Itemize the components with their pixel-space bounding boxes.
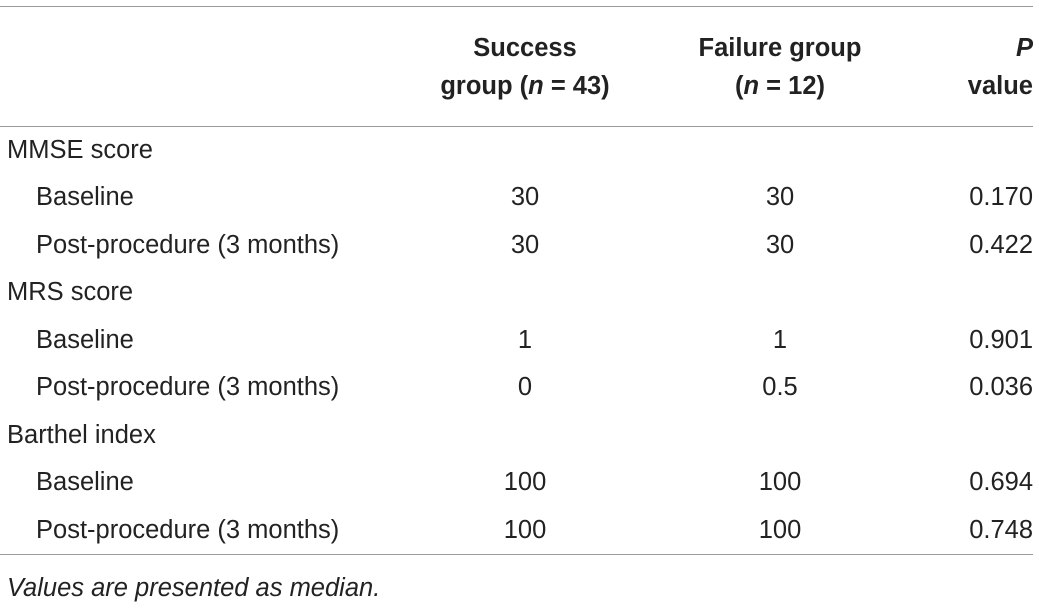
section-row: Barthel index — [0, 412, 1033, 460]
header-empty-cell — [0, 6, 395, 127]
table-row: Post-procedure (3 months) 100 100 0.748 — [0, 506, 1033, 555]
failure-value: 1 — [772, 325, 788, 354]
failure-value: 30 — [765, 183, 795, 212]
p-value: 0.748 — [905, 506, 1033, 555]
p-value: 0.036 — [969, 373, 1033, 402]
section-label-mmse: MMSE score — [7, 136, 153, 164]
success-value: 30 — [510, 230, 540, 259]
section-label-barthel: Barthel index — [7, 420, 156, 449]
header-success-line2: group (n = 43) — [395, 67, 655, 105]
header-success-n: n — [528, 71, 544, 100]
success-value: 0 — [517, 373, 533, 402]
header-p-value: P value — [905, 6, 1033, 127]
table-row: Baseline 1 1 0.901 — [0, 317, 1033, 365]
failure-value: 100 — [758, 468, 802, 497]
row-label: Post-procedure (3 months) — [36, 230, 340, 259]
row-label: Post-procedure (3 months) — [0, 506, 395, 555]
table-row: Baseline 100 100 0.694 — [0, 459, 1033, 507]
p-value: 0.422 — [969, 230, 1033, 259]
failure-value: 30 — [765, 230, 795, 259]
table-row: Post-procedure (3 months) 30 30 0.422 — [0, 222, 1033, 270]
table-footnote: Values are presented as median. — [7, 574, 381, 602]
header-failure-n: n — [743, 71, 760, 100]
success-value: 30 — [510, 183, 540, 212]
failure-value: 0.5 — [762, 373, 798, 402]
header-failure-line1: Failure group — [698, 33, 862, 62]
header-failure-pre: ( — [735, 71, 744, 100]
header-success-line1: Success — [473, 33, 577, 62]
success-value: 1 — [517, 325, 533, 354]
table-row: Baseline 30 30 0.170 — [0, 174, 1033, 222]
row-label: Baseline — [36, 325, 134, 354]
p-value: 0.170 — [969, 183, 1033, 212]
success-value: 100 — [503, 468, 547, 497]
p-value: 0.901 — [969, 325, 1033, 354]
table-header-row: Success group (n = 43) Failure group (n … — [0, 6, 1033, 127]
p-value: 0.694 — [969, 468, 1033, 497]
header-success-post: = 43) — [543, 71, 610, 100]
header-p-value-word: value — [967, 71, 1033, 100]
header-success-group: Success group (n = 43) — [395, 6, 655, 127]
row-label: Baseline — [36, 468, 134, 497]
section-row: MRS score — [0, 269, 1033, 317]
header-failure-post: = 12) — [759, 71, 825, 100]
failure-value: 100 — [655, 506, 905, 555]
header-success-pre: group ( — [440, 71, 529, 100]
section-label-mrs: MRS score — [7, 278, 134, 307]
outcomes-table: Success group (n = 43) Failure group (n … — [0, 6, 1033, 555]
header-failure-group: Failure group (n = 12) — [655, 6, 905, 127]
header-failure-line2: (n = 12) — [655, 67, 905, 105]
table-row: Post-procedure (3 months) 0 0.5 0.036 — [0, 364, 1033, 412]
header-p-letter: P — [1015, 33, 1033, 62]
success-value: 100 — [395, 506, 655, 555]
section-row: MMSE score — [0, 127, 1033, 175]
row-label: Baseline — [36, 183, 134, 212]
row-label: Post-procedure (3 months) — [36, 373, 340, 402]
